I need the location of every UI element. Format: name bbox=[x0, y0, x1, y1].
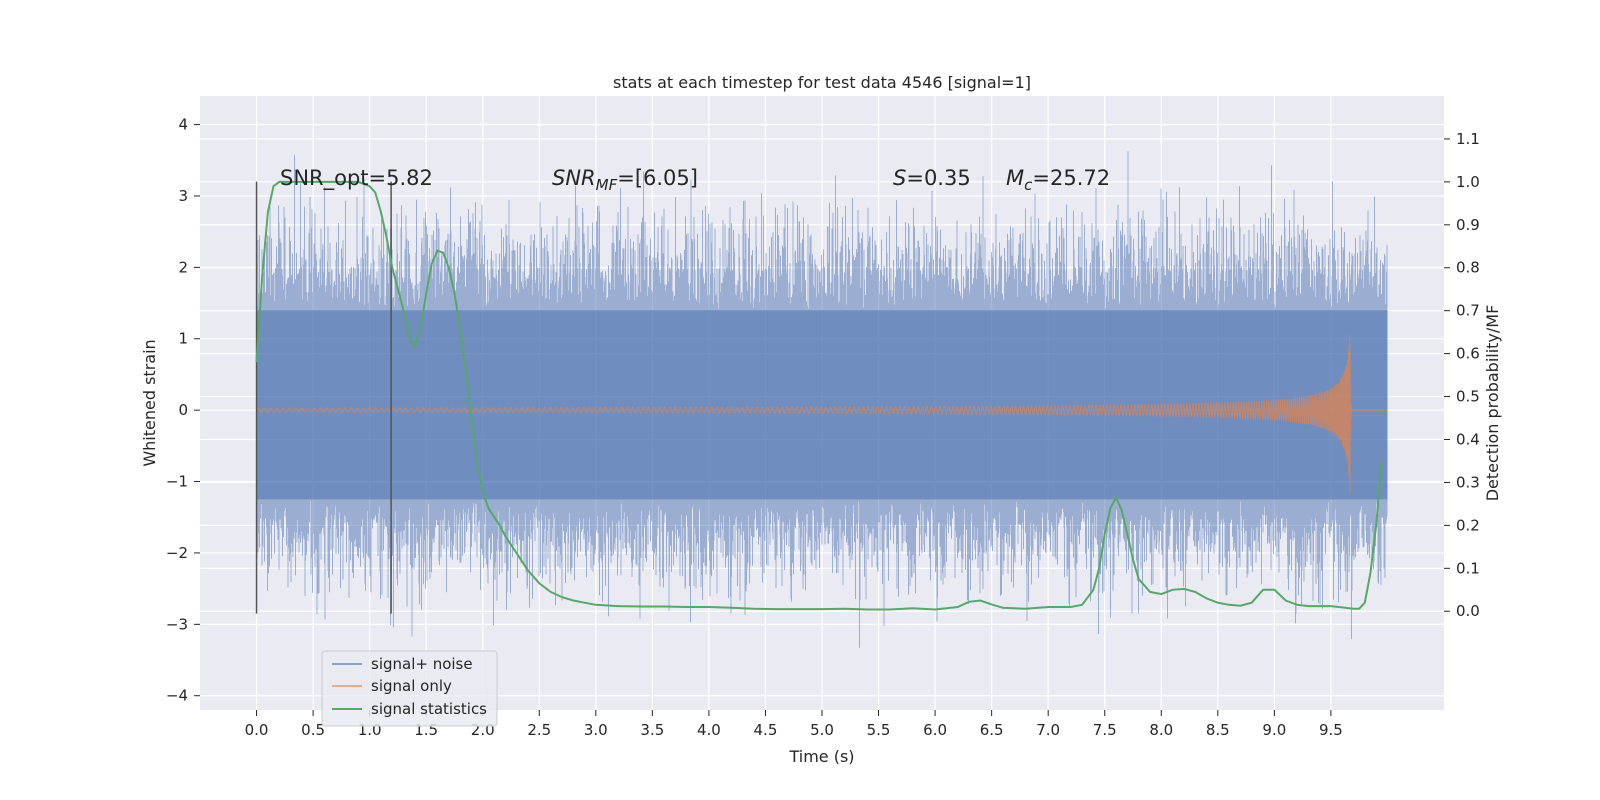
x-tick-label: 8.0 bbox=[1149, 721, 1173, 739]
s-symbol: S bbox=[893, 166, 906, 190]
x-tick-label: 7.5 bbox=[1093, 721, 1117, 739]
x-tick-label: 5.5 bbox=[867, 721, 891, 739]
x-axis-label: Time (s) bbox=[788, 747, 854, 766]
right-y-tick-label: 1.1 bbox=[1456, 130, 1480, 148]
left-y-tick-label: 0 bbox=[178, 401, 188, 419]
right-y-tick-label: 0.6 bbox=[1456, 345, 1480, 363]
x-tick-label: 3.5 bbox=[640, 721, 664, 739]
x-tick-label: 6.0 bbox=[923, 721, 947, 739]
annotation-s: S=0.35 bbox=[893, 166, 971, 190]
annotation-mc: Mc=25.72 bbox=[1006, 166, 1110, 194]
x-tick-label: 8.5 bbox=[1206, 721, 1230, 739]
legend-box bbox=[321, 650, 498, 727]
x-tick-label: 9.0 bbox=[1262, 721, 1286, 739]
right-y-axis-ticks: 1.1 1.0 0.9 0.8 0.7 0.6 0.5 0.4 0.3 0.2 0.1 0.0 bbox=[1444, 130, 1480, 620]
right-y-tick-label: 0.5 bbox=[1456, 388, 1480, 406]
snr-mf-value: =[6.05] bbox=[617, 166, 698, 190]
x-tick-label: 0.0 bbox=[245, 721, 269, 739]
x-tick-label: 7.0 bbox=[1036, 721, 1060, 739]
snr-mf-base: SNR bbox=[552, 166, 596, 190]
right-y-tick-label: 0.8 bbox=[1456, 259, 1480, 277]
x-tick-label: 4.5 bbox=[754, 721, 778, 739]
annotation-snr-mf: SNRMF=[6.05] bbox=[552, 166, 698, 194]
snr-mf-sub: MF bbox=[596, 176, 618, 194]
left-y-axis-ticks: 4 3 2 1 0 −1 −2 −3 −4 bbox=[166, 116, 200, 705]
right-y-tick-label: 0.0 bbox=[1456, 602, 1480, 620]
x-axis-ticks: 0.0 0.5 1.0 1.5 2.0 2.5 3.0 3.5 4.0 4.5 5.0 5.5 6.0 6… bbox=[245, 710, 1343, 739]
vertical-markers bbox=[255, 181, 392, 614]
series-signal-only bbox=[256, 334, 1388, 494]
mc-sub: c bbox=[1024, 176, 1033, 194]
x-tick-label: 6.5 bbox=[980, 721, 1004, 739]
x-tick-label: 4.0 bbox=[697, 721, 721, 739]
right-y-tick-label: 0.1 bbox=[1456, 559, 1480, 577]
mc-value: =25.72 bbox=[1032, 166, 1110, 190]
right-y-tick-label: 0.2 bbox=[1456, 516, 1480, 534]
legend: signal+ noise signal only signal statist… bbox=[321, 650, 498, 727]
left-y-axis-label: Whitened strain bbox=[140, 339, 159, 466]
chart-title: stats at each timestep for test data 454… bbox=[613, 73, 1031, 92]
right-y-tick-label: 1.0 bbox=[1456, 173, 1480, 191]
left-y-tick-label: −3 bbox=[166, 615, 188, 633]
left-y-tick-label: −4 bbox=[166, 687, 188, 705]
x-tick-label: 0.5 bbox=[301, 721, 325, 739]
right-y-axis-label: Detection probability/MF bbox=[1483, 305, 1502, 502]
s-value: =0.35 bbox=[906, 166, 970, 190]
right-y-tick-label: 0.4 bbox=[1456, 430, 1480, 448]
legend-label-signal-statistics: signal statistics bbox=[371, 700, 487, 718]
series-signal-statistics bbox=[255, 180, 1383, 611]
legend-label-signal-only: signal only bbox=[371, 677, 452, 695]
left-y-tick-label: −1 bbox=[166, 473, 188, 491]
left-y-tick-label: −2 bbox=[166, 544, 188, 562]
x-tick-label: 5.0 bbox=[810, 721, 834, 739]
x-tick-label: 2.5 bbox=[527, 721, 551, 739]
mc-symbol: M bbox=[1006, 166, 1024, 190]
left-y-tick-label: 4 bbox=[178, 116, 188, 134]
right-y-tick-label: 0.7 bbox=[1456, 302, 1480, 320]
left-y-tick-label: 3 bbox=[178, 187, 188, 205]
left-y-tick-label: 1 bbox=[178, 330, 188, 348]
left-y-tick-label: 2 bbox=[178, 258, 188, 276]
signal-only-trace bbox=[256, 334, 1388, 494]
x-tick-label: 3.0 bbox=[584, 721, 608, 739]
legend-label-signal-noise: signal+ noise bbox=[371, 655, 473, 673]
right-y-tick-label: 0.9 bbox=[1456, 216, 1480, 234]
signal-statistics-trace bbox=[255, 180, 1383, 611]
annotation-snr-opt: SNR_opt=5.82 bbox=[280, 166, 433, 191]
right-y-tick-label: 0.3 bbox=[1456, 473, 1480, 491]
x-tick-label: 9.5 bbox=[1319, 721, 1343, 739]
